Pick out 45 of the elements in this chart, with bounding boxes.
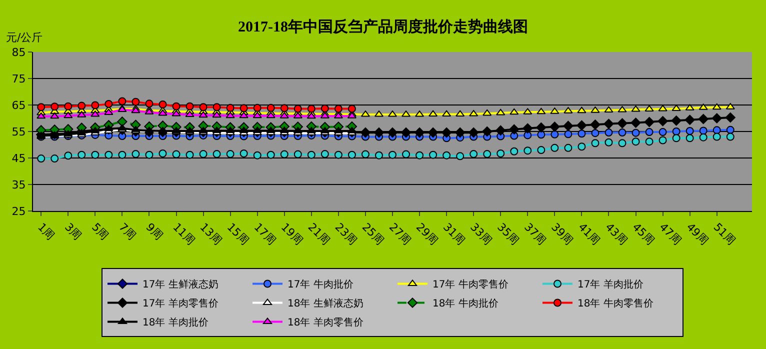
y-tick-label: 65 <box>12 98 26 112</box>
x-tick-label: 43周 <box>602 220 630 248</box>
y-tick-label: 85 <box>12 46 26 59</box>
x-tick-label: 41周 <box>576 220 603 248</box>
x-tick-label: 27周 <box>386 220 414 248</box>
x-tick-label: 51周 <box>710 220 738 248</box>
y-tick-label: 75 <box>12 72 26 86</box>
legend-label: 17年 牛肉零售价 <box>432 278 508 291</box>
x-tick-label: 15周 <box>224 220 252 248</box>
x-tick-label: 17周 <box>251 220 278 248</box>
legend-label: 17年 牛肉批价 <box>288 278 354 291</box>
x-tick-label: 21周 <box>305 220 332 248</box>
legend-label: 18年 牛肉批价 <box>432 298 498 310</box>
x-tick-label: 11周 <box>170 220 198 248</box>
x-tick-label: 19周 <box>278 220 306 248</box>
x-tick-label: 3周 <box>62 220 84 242</box>
x-tick-label: 45周 <box>630 220 657 248</box>
y-tick-label: 35 <box>12 178 26 192</box>
x-tick-label: 9周 <box>143 220 166 242</box>
legend-label: 18年 生鲜液态奶 <box>288 298 364 310</box>
y-tick-label: 55 <box>12 125 26 138</box>
x-tick-label: 31周 <box>440 220 468 248</box>
legend-label: 17年 生鲜液态奶 <box>142 278 218 291</box>
x-tick-label: 35周 <box>494 220 522 248</box>
y-tick-label: 45 <box>12 152 26 165</box>
chart-title: 2017-18年中国反刍产品周度批价走势曲线图 <box>238 17 528 36</box>
x-tick-label: 7周 <box>116 220 138 242</box>
legend-label: 18年 羊肉零售价 <box>288 316 364 329</box>
legend-label: 18年 羊肉批价 <box>142 316 208 329</box>
x-tick-label: 5周 <box>89 220 112 242</box>
x-tick-label: 39周 <box>548 220 576 248</box>
x-tick-label: 49周 <box>684 220 711 248</box>
legend-label: 17年 羊肉批价 <box>578 278 644 291</box>
x-tick-label: 47周 <box>656 220 684 248</box>
y-tick-label: 25 <box>12 204 26 218</box>
x-tick-label: 29周 <box>414 220 440 248</box>
x-tick-label: 25周 <box>359 220 386 248</box>
y-axis-title: 元/公斤 <box>6 31 43 44</box>
legend-label: 18年 牛肉零售价 <box>578 298 654 310</box>
x-tick-label: 23周 <box>332 220 360 248</box>
x-tick-label: 37周 <box>522 220 549 248</box>
x-tick-label: 13周 <box>197 220 224 248</box>
x-tick-label: 1周 <box>35 220 58 242</box>
x-tick-label: 33周 <box>468 220 494 248</box>
legend-label: 17年 羊肉零售价 <box>142 298 218 310</box>
